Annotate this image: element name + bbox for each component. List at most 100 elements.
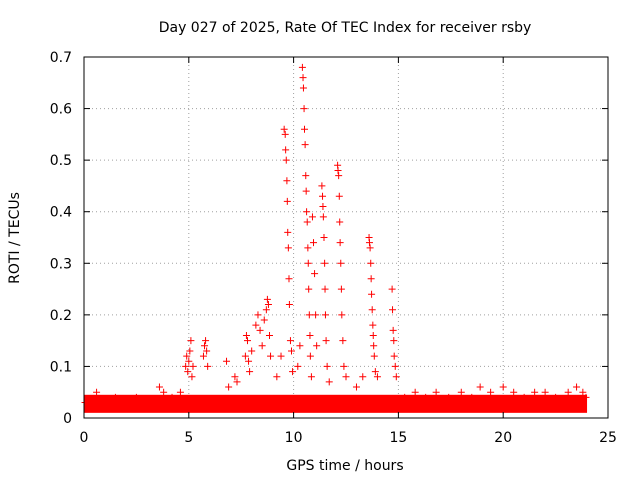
data-point <box>306 352 314 360</box>
data-point <box>468 393 476 401</box>
data-point <box>312 311 320 319</box>
plot-area-frame <box>83 56 609 419</box>
data-point <box>390 352 398 360</box>
data-point <box>319 203 327 211</box>
data-point <box>582 393 590 401</box>
data-point <box>283 197 291 205</box>
data-point <box>368 306 376 314</box>
data-point <box>81 399 89 407</box>
data-point <box>176 388 184 396</box>
data-point <box>390 337 398 345</box>
data-point <box>304 259 312 267</box>
data-point <box>243 337 251 345</box>
data-point <box>325 378 333 386</box>
data-point <box>487 388 495 396</box>
data-point <box>335 172 343 180</box>
data-point <box>401 393 409 401</box>
data-point <box>223 357 231 365</box>
data-point <box>204 362 212 370</box>
data-point <box>339 337 347 345</box>
data-point <box>320 234 328 241</box>
x-axis-title: GPS time / hours <box>286 458 403 474</box>
chart-title: Day 027 of 2025, Rate Of TEC Index for r… <box>159 20 532 36</box>
data-point <box>323 362 331 370</box>
data-point <box>389 306 397 314</box>
data-point <box>285 301 293 309</box>
data-point <box>93 388 101 396</box>
y-tick-label: 0.4 <box>50 205 72 221</box>
data-point <box>300 125 308 133</box>
data-point <box>305 285 313 293</box>
data-point <box>188 373 196 381</box>
data-point <box>260 316 268 324</box>
data-point <box>189 362 197 370</box>
data-point <box>294 362 302 370</box>
data-point <box>86 404 94 412</box>
data-point <box>284 244 292 252</box>
data-point <box>337 259 345 267</box>
data-point <box>122 399 130 407</box>
data-point <box>531 388 539 396</box>
y-tick-label: 0.3 <box>50 256 72 272</box>
data-point <box>432 388 440 396</box>
data-point <box>370 342 378 350</box>
data-point <box>313 342 321 350</box>
data-point <box>365 239 373 247</box>
data-point <box>564 388 572 396</box>
data-point <box>168 393 176 401</box>
dense-marker-band <box>84 394 588 413</box>
data-point <box>273 373 281 381</box>
y-tick-label: 0.2 <box>50 308 72 324</box>
data-point <box>225 383 233 391</box>
data-point <box>184 368 192 376</box>
data-point <box>573 383 581 391</box>
data-point <box>281 130 289 138</box>
data-point <box>352 383 360 391</box>
data-point <box>335 192 343 200</box>
data-point <box>457 388 465 396</box>
data-point <box>199 352 207 360</box>
data-point <box>245 357 253 365</box>
x-tick-label: 15 <box>389 430 407 446</box>
data-point <box>254 311 262 319</box>
data-markers <box>81 63 590 412</box>
y-axis-title: ROTI / TECUs <box>7 192 23 284</box>
data-point <box>160 388 168 396</box>
data-point <box>265 331 273 339</box>
x-tick-label: 25 <box>599 430 617 446</box>
data-point <box>233 378 241 386</box>
data-point <box>319 213 327 221</box>
data-point <box>337 285 345 293</box>
data-point <box>338 311 346 319</box>
data-point <box>301 141 309 149</box>
data-point <box>286 337 294 345</box>
data-point <box>296 342 304 350</box>
data-point <box>369 331 377 339</box>
data-point <box>541 388 549 396</box>
data-point <box>359 373 367 381</box>
data-point <box>319 192 327 200</box>
data-point <box>111 393 119 401</box>
data-point <box>280 125 288 133</box>
data-point <box>371 368 379 376</box>
data-point <box>334 166 342 174</box>
data-point <box>302 187 310 195</box>
data-point <box>283 177 291 185</box>
data-point <box>422 393 430 401</box>
x-tick-label: 10 <box>285 430 303 446</box>
data-point <box>155 383 163 391</box>
data-point <box>101 399 109 407</box>
data-point <box>445 393 453 401</box>
data-point <box>183 352 191 360</box>
y-tick-label: 0.6 <box>50 102 72 118</box>
data-point <box>282 146 290 154</box>
data-point <box>392 373 400 381</box>
data-point <box>186 347 194 355</box>
data-point <box>187 337 195 345</box>
data-point <box>302 172 310 180</box>
data-point <box>263 295 271 303</box>
data-point <box>321 311 329 319</box>
data-point <box>277 352 285 360</box>
data-point <box>303 218 311 226</box>
